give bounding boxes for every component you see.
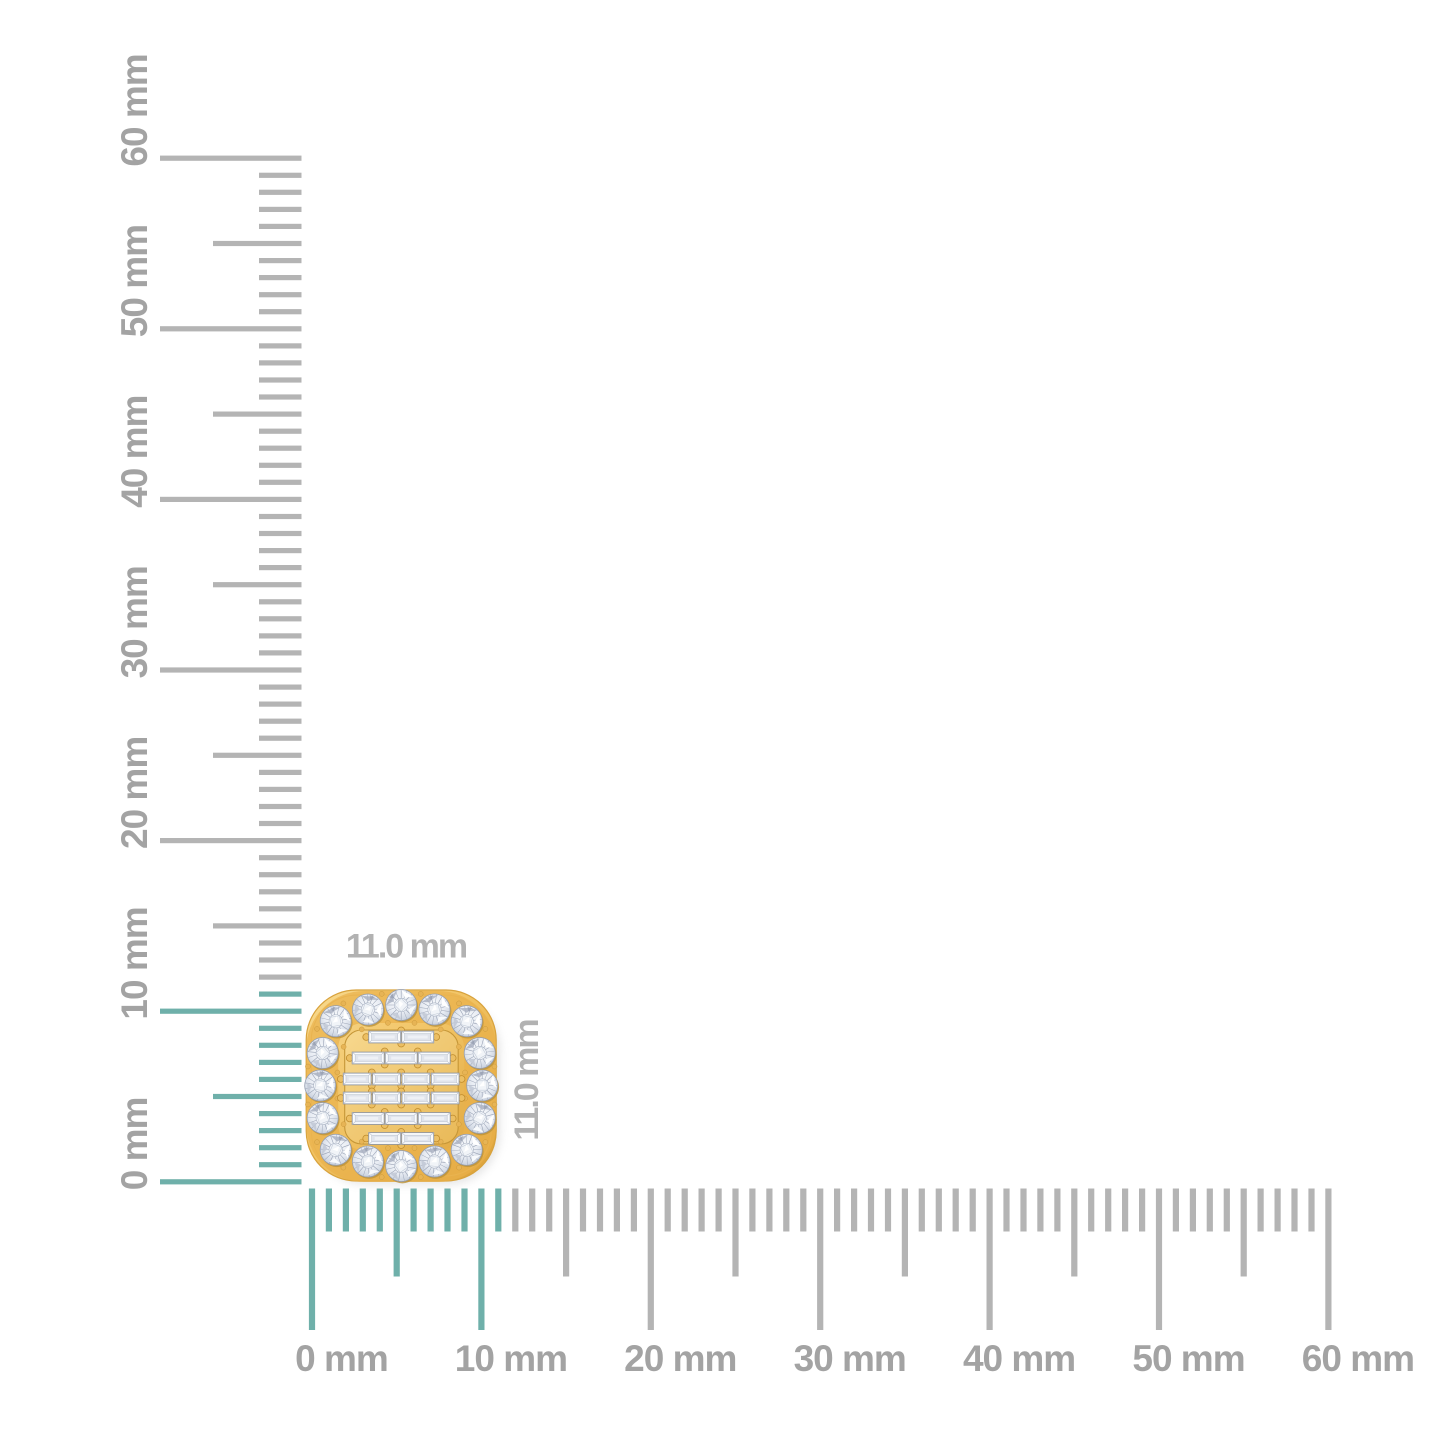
svg-text:40 mm: 40 mm <box>114 396 155 508</box>
svg-text:0 mm: 0 mm <box>114 1098 155 1191</box>
svg-text:10 mm: 10 mm <box>114 907 155 1019</box>
svg-text:50 mm: 50 mm <box>114 225 155 337</box>
svg-text:30 mm: 30 mm <box>794 1338 906 1379</box>
svg-text:40 mm: 40 mm <box>963 1338 1075 1379</box>
svg-text:50 mm: 50 mm <box>1132 1338 1244 1379</box>
svg-text:20 mm: 20 mm <box>624 1338 736 1379</box>
svg-text:20 mm: 20 mm <box>114 737 155 849</box>
svg-text:10 mm: 10 mm <box>455 1338 567 1379</box>
svg-text:11.0 mm: 11.0 mm <box>508 1020 546 1141</box>
svg-text:11.0 mm: 11.0 mm <box>346 928 467 966</box>
svg-text:30 mm: 30 mm <box>114 566 155 678</box>
svg-text:60 mm: 60 mm <box>114 54 155 166</box>
svg-text:60 mm: 60 mm <box>1302 1338 1414 1379</box>
svg-text:0 mm: 0 mm <box>295 1338 388 1379</box>
